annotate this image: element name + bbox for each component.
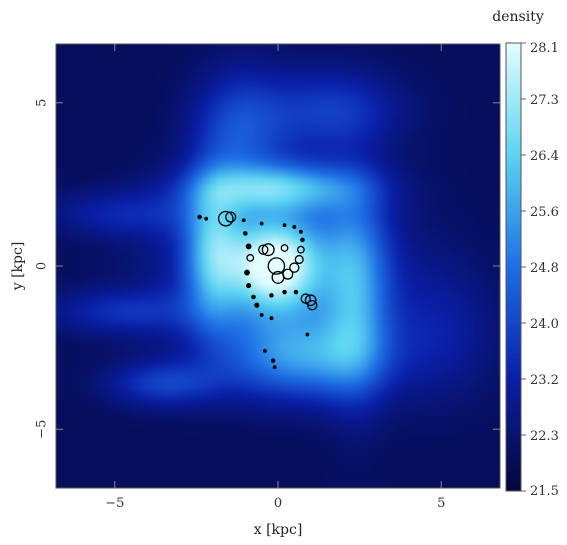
y-tick-label: 0 bbox=[35, 262, 50, 270]
star-particles bbox=[197, 210, 318, 370]
star-particle bbox=[258, 244, 269, 255]
star-particle bbox=[270, 358, 276, 363]
star-particle bbox=[259, 313, 264, 317]
y-tick-label: −5 bbox=[35, 420, 50, 439]
colorbar-tick-label: 25.6 bbox=[530, 205, 559, 220]
star-particle bbox=[296, 245, 305, 254]
star-particle bbox=[225, 211, 237, 223]
star-particle bbox=[246, 253, 255, 262]
star-particle bbox=[269, 293, 274, 298]
star-particle bbox=[292, 224, 297, 229]
star-particle bbox=[282, 289, 287, 295]
star-particle bbox=[280, 244, 289, 252]
star-particle bbox=[243, 231, 248, 236]
colorbar-gradient bbox=[506, 43, 521, 491]
star-particle bbox=[282, 223, 287, 228]
colorbar: 28.1 27.3 26.4 25.6 24.8 24.0 23.2 22.3 21.5 den… bbox=[492, 9, 559, 499]
colorbar-tick-label: 28.1 bbox=[530, 41, 559, 56]
star-particle bbox=[307, 299, 318, 311]
star-particle bbox=[305, 332, 310, 337]
star-particle bbox=[271, 270, 285, 284]
star-particle bbox=[197, 214, 202, 220]
star-particle bbox=[300, 237, 305, 243]
colorbar-tick-label: 27.3 bbox=[530, 93, 559, 108]
x-axis-title: x [kpc] bbox=[254, 522, 303, 538]
star-particle bbox=[254, 302, 260, 308]
colorbar-tick-label: 24.0 bbox=[530, 317, 559, 332]
colorbar-tick-label: 22.3 bbox=[530, 429, 559, 444]
star-particle bbox=[289, 262, 300, 273]
colorbar-ticks: 28.1 27.3 26.4 25.6 24.8 24.0 23.2 22.3 21.5 bbox=[521, 41, 559, 499]
colorbar-tick-label: 24.8 bbox=[530, 261, 559, 276]
star-particle bbox=[217, 210, 234, 227]
x-tick-label: 0 bbox=[274, 496, 282, 511]
colorbar-title: density bbox=[492, 9, 544, 25]
x-tick-label: 5 bbox=[437, 496, 445, 511]
star-particle bbox=[272, 365, 277, 370]
y-axis-ticks: −5 0 5 bbox=[35, 99, 500, 439]
star-particle bbox=[298, 229, 303, 234]
star-particle bbox=[294, 254, 304, 265]
star-particle bbox=[259, 221, 264, 226]
star-particle bbox=[204, 216, 209, 221]
density-map-image bbox=[56, 44, 500, 488]
y-axis-title: y [kpc] bbox=[10, 242, 26, 292]
star-particle bbox=[267, 257, 286, 275]
star-particle bbox=[251, 294, 256, 300]
star-particle bbox=[261, 243, 275, 257]
star-particle bbox=[245, 243, 252, 250]
star-particle bbox=[241, 218, 246, 223]
x-tick-label: −5 bbox=[105, 496, 124, 511]
colorbar-tick-label: 21.5 bbox=[530, 484, 559, 499]
star-particle bbox=[269, 316, 274, 321]
star-particle bbox=[263, 348, 267, 353]
y-tick-label: 5 bbox=[35, 99, 50, 107]
star-particle bbox=[244, 269, 250, 276]
star-particle bbox=[304, 294, 317, 307]
star-particle bbox=[246, 283, 252, 289]
colorbar-tick-label: 26.4 bbox=[530, 149, 559, 164]
colorbar-tick-label: 23.2 bbox=[530, 373, 559, 388]
x-axis-ticks: −5 0 5 bbox=[105, 44, 445, 511]
star-particle bbox=[293, 289, 299, 295]
